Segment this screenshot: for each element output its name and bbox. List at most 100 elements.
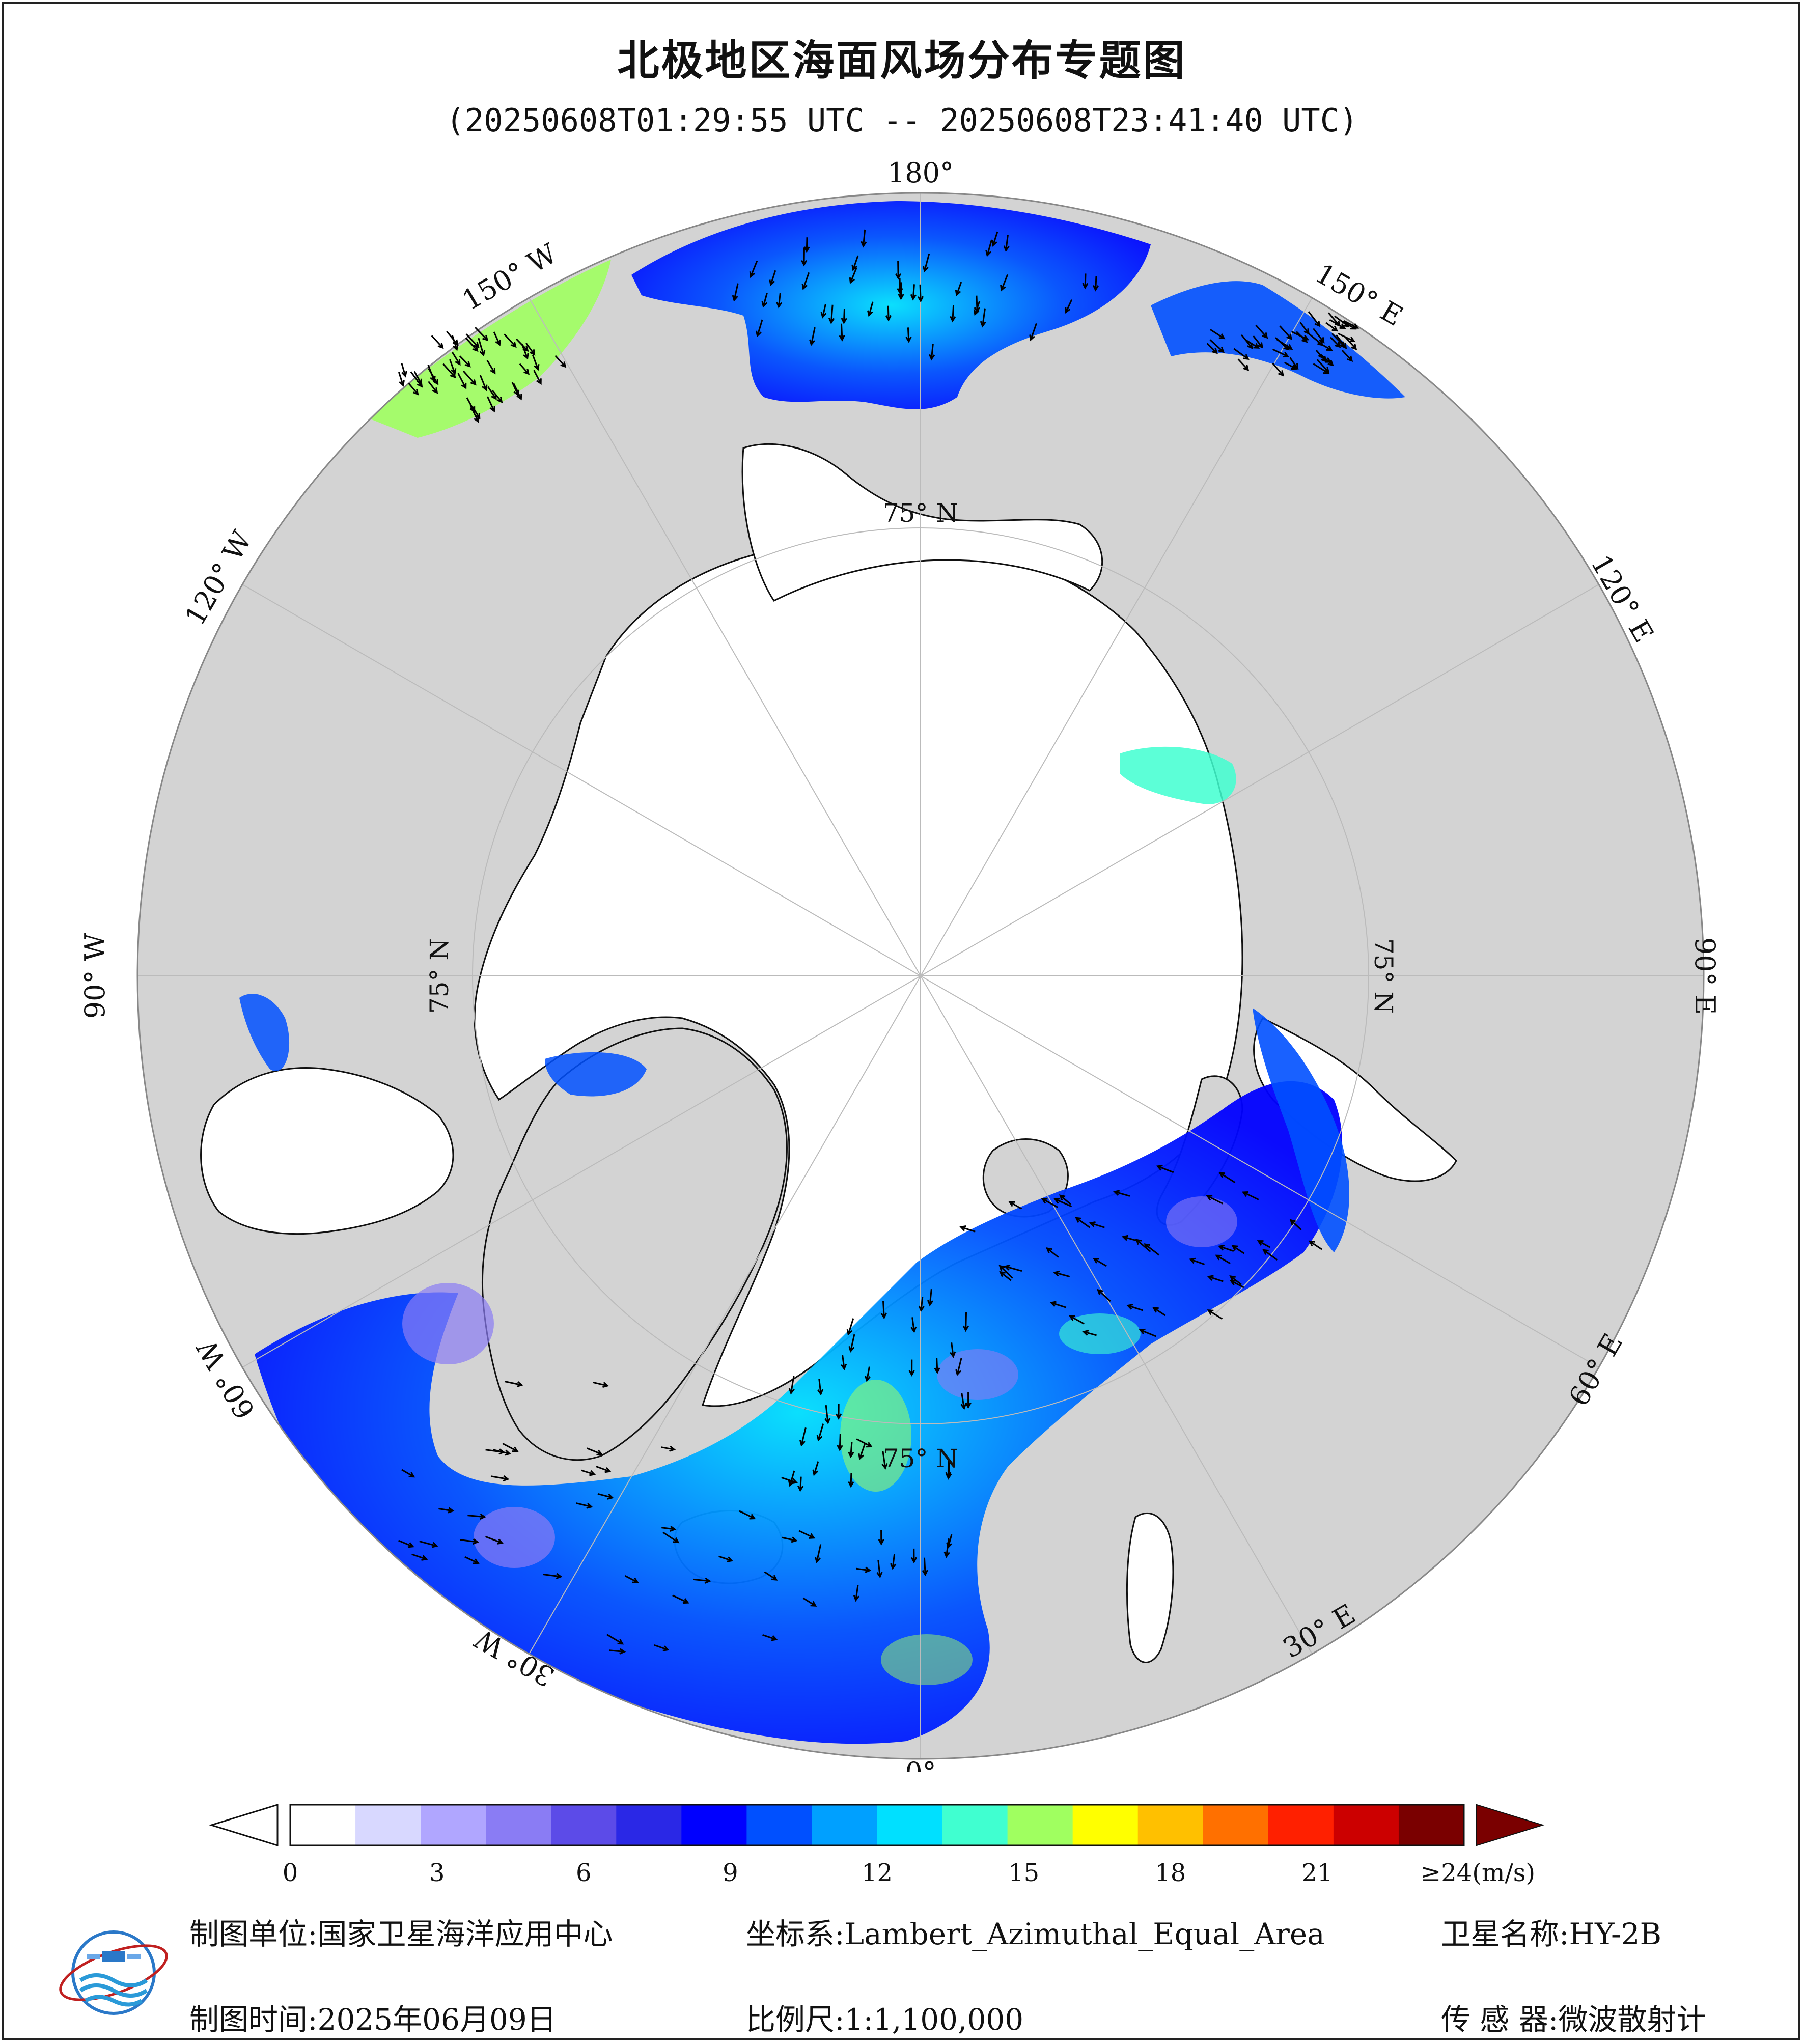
wind-arrow — [840, 1355, 847, 1370]
footer-date: 制图时间:2025年06月09日 — [189, 1996, 557, 2038]
wind-arrow — [782, 1536, 798, 1543]
wind-arrow — [910, 1317, 917, 1333]
wind-arrow — [1229, 1275, 1242, 1285]
wind-arrow — [465, 337, 479, 352]
wind-arrow — [1338, 332, 1355, 343]
lat-label-bottom: 75° N — [883, 1444, 958, 1473]
wind-arrow — [756, 319, 763, 338]
wind-arrow — [848, 1472, 854, 1488]
wind-arrow — [848, 1334, 855, 1353]
wind-arrow — [1257, 1240, 1271, 1248]
footer-date-label: 制图时间: — [189, 2002, 318, 2037]
wind-arrow — [848, 1442, 854, 1459]
wind-arrow — [1299, 322, 1310, 335]
graticule — [137, 193, 1704, 1759]
wind-arrow — [661, 1445, 676, 1452]
wind-arrow — [1082, 1330, 1097, 1336]
wind-arrow — [485, 1448, 506, 1455]
wind-arrow — [797, 1476, 804, 1492]
footer-satellite-label: 卫星名称: — [1441, 1917, 1569, 1951]
wind-arrow — [1004, 1264, 1022, 1272]
wind-arrow — [895, 261, 902, 280]
wind-arrow — [1210, 329, 1226, 340]
wind-arrow — [597, 1493, 614, 1500]
wind-arrow — [438, 1507, 455, 1514]
wind-arrow — [1327, 312, 1341, 327]
wind-arrow — [490, 1475, 510, 1482]
wind-arrow — [464, 1556, 480, 1564]
wind-arrow — [442, 363, 456, 379]
wind-arrow — [1231, 1245, 1245, 1254]
wind-arrow — [587, 1447, 603, 1455]
wind-arrow — [511, 382, 519, 397]
page-title: 北极地区海面风场分布专题图 — [617, 37, 1187, 85]
calm-patch — [1166, 1196, 1237, 1247]
wind-arrow — [1152, 1307, 1166, 1317]
footer-unit: 制图单位:国家卫星海洋应用中心 — [189, 1910, 613, 1953]
wind-arrow — [861, 229, 867, 248]
wind-arrow — [828, 304, 835, 325]
wind-arrow — [950, 305, 956, 323]
wind-arrow — [1206, 1195, 1224, 1205]
wind-arrow — [1008, 1201, 1022, 1210]
wind-arrow — [463, 370, 477, 386]
wind-arrow — [401, 1469, 415, 1478]
baltic-sea — [1126, 1512, 1174, 1663]
wind-arrow — [467, 1513, 486, 1520]
wind-arrow — [493, 331, 501, 346]
wind-arrow — [814, 1544, 822, 1563]
wind-arrow — [1291, 331, 1310, 341]
wind-arrow — [881, 1451, 888, 1470]
wind-arrow — [576, 1502, 593, 1509]
wind-arrow — [769, 270, 776, 287]
wind-arrow — [1029, 323, 1037, 342]
wind-arrow — [1289, 1219, 1302, 1230]
lat-label-left: 75° N — [425, 938, 454, 1014]
footer-scale-label: 比例尺: — [746, 2002, 845, 2037]
wind-arrow — [841, 309, 847, 324]
wind-arrow — [1342, 321, 1357, 330]
wind-arrow — [1218, 1244, 1234, 1252]
wind-arrow — [962, 1312, 969, 1332]
wind-arrow — [761, 293, 768, 308]
wind-arrow — [1082, 273, 1089, 290]
wind-arrow — [452, 352, 461, 366]
wind-arrow — [504, 333, 517, 348]
wind-arrow — [918, 1297, 925, 1312]
wind-arrow — [486, 360, 496, 375]
wind-arrow — [856, 1438, 873, 1448]
lon-label-90e: 90° E — [1689, 937, 1721, 1015]
wind-arrow — [1336, 334, 1347, 350]
wind-arrow — [533, 370, 542, 385]
wind-arrow — [606, 1634, 624, 1645]
wind-arrow — [945, 1459, 952, 1479]
wind-arrow — [596, 1466, 612, 1473]
wind-arrow — [1325, 322, 1339, 332]
wind-arrow — [1093, 1257, 1107, 1267]
wind-arrow — [1069, 1315, 1085, 1325]
wind-arrow — [662, 1531, 680, 1544]
wind-arrow — [917, 284, 924, 303]
wind-arrow — [849, 267, 857, 284]
wind-arrow — [1049, 1301, 1067, 1308]
wind-arrow — [867, 301, 874, 317]
wind-arrow — [803, 237, 810, 253]
wind-arrow — [1053, 1198, 1072, 1208]
wind-arrow — [609, 1648, 626, 1655]
wind-arrow — [801, 272, 810, 291]
footer-date-value: 2025年06月09日 — [317, 2002, 557, 2037]
lon-label-90w: 90° W — [79, 933, 111, 1019]
wind-arrow — [1284, 361, 1298, 370]
wind-arrow — [532, 354, 540, 371]
wind-arrow — [801, 247, 808, 267]
wind-arrow — [905, 327, 912, 343]
wind-arrow — [890, 1554, 897, 1570]
wind-arrow — [820, 304, 827, 319]
wind-arrow — [732, 283, 739, 302]
wind-arrow — [816, 1423, 824, 1442]
wind-arrow — [502, 1443, 519, 1452]
wind-arrow — [661, 1525, 677, 1532]
lon-label-180: 180° — [887, 157, 954, 189]
wind-arrow — [1341, 349, 1353, 362]
wind-arrow — [475, 327, 489, 342]
